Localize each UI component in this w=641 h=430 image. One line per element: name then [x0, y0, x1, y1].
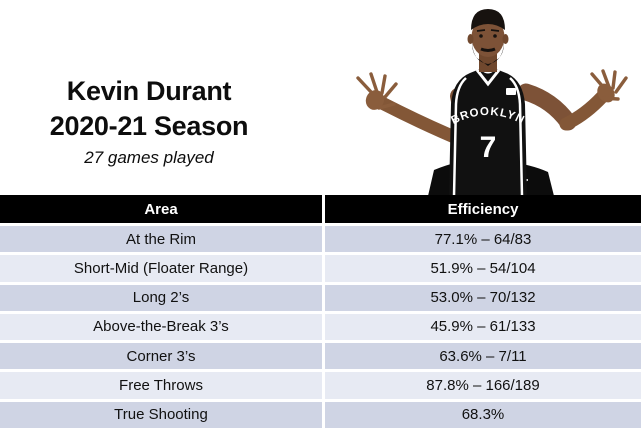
- area-cell: Short-Mid (Floater Range): [0, 255, 322, 282]
- efficiency-cell: 45.9% – 61/133: [325, 313, 641, 341]
- column-header-efficiency: Efficiency: [325, 195, 641, 223]
- jersey-right-trim: [509, 77, 524, 196]
- sponsor-patch: [506, 88, 516, 95]
- games-played-subtitle: 27 games played: [84, 148, 214, 168]
- efficiency-cell: 87.8% – 166/189: [325, 372, 641, 399]
- jersey-number: 7: [480, 131, 497, 164]
- left-eyebrow: [476, 29, 486, 32]
- mustache: [480, 47, 496, 52]
- efficiency-cell: 63.6% – 7/11: [325, 343, 641, 370]
- kevin-durant-illustration: BROOKLYN 7: [356, 9, 628, 196]
- left-eye: [479, 34, 483, 38]
- area-cell: At the Rim: [0, 226, 322, 253]
- hair: [471, 9, 505, 30]
- efficiency-cell: 51.9% – 54/104: [325, 255, 641, 282]
- area-cell: Above-the-Break 3’s: [0, 313, 322, 341]
- area-cell: Long 2’s: [0, 284, 322, 311]
- jersey: [449, 69, 527, 196]
- efficiency-cell: 53.0% – 70/132: [325, 284, 641, 311]
- right-eyebrow: [490, 29, 500, 32]
- right-forearm: [559, 90, 609, 131]
- right-eye: [493, 34, 497, 38]
- right-ear: [502, 34, 509, 44]
- left-ear: [467, 34, 474, 44]
- column-header-area: Area: [0, 195, 322, 223]
- jersey-left-trim: [452, 77, 467, 196]
- efficiency-cell: 68.3%: [325, 401, 641, 428]
- area-cell: Corner 3’s: [0, 343, 322, 370]
- efficiency-cell: 77.1% – 64/83: [325, 226, 641, 253]
- left-hand-fingers: [356, 72, 398, 110]
- page-title-line2: 2020-21 Season: [49, 110, 249, 141]
- title-block: Kevin Durant 2020-21 Season 27 games pla…: [18, 74, 280, 168]
- page-title-line1: Kevin Durant: [66, 76, 232, 106]
- right-upper-arm: [517, 83, 577, 131]
- right-hand-fingers: [590, 69, 628, 101]
- left-palm: [365, 90, 385, 110]
- area-cell: Free Throws: [0, 372, 322, 399]
- face: [471, 17, 505, 57]
- shooting-efficiency-table: Area Efficiency At the Rim 77.1% – 64/83…: [0, 195, 641, 428]
- player-photo: BROOKLYN 7: [330, 0, 641, 196]
- jersey-neck-trim: [475, 69, 501, 87]
- area-cell: True Shooting: [0, 401, 322, 428]
- beard: [472, 42, 504, 66]
